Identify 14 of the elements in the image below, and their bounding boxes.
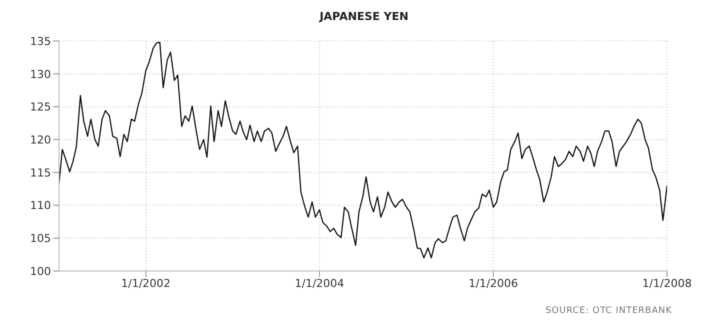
y-tick-label: 100 — [30, 264, 51, 278]
source-note: SOURCE: OTC INTERBANK — [545, 306, 672, 316]
y-tick-label: 120 — [30, 133, 51, 146]
x-tick-label: 1/1/2002 — [121, 276, 171, 290]
y-tick-label: 130 — [30, 68, 51, 81]
y-tick-label: 115 — [30, 166, 51, 180]
y-tick-label: 135 — [30, 34, 51, 48]
x-tick-label: 1/1/2008 — [642, 276, 692, 290]
chart-title: JAPANESE YEN — [318, 10, 410, 23]
y-tick-label: 125 — [30, 100, 51, 114]
y-tick-label: 105 — [30, 232, 51, 246]
x-tick-label: 1/1/2004 — [294, 276, 344, 290]
x-tick-label: 1/1/2006 — [468, 276, 518, 290]
y-tick-label: 110 — [30, 199, 51, 212]
